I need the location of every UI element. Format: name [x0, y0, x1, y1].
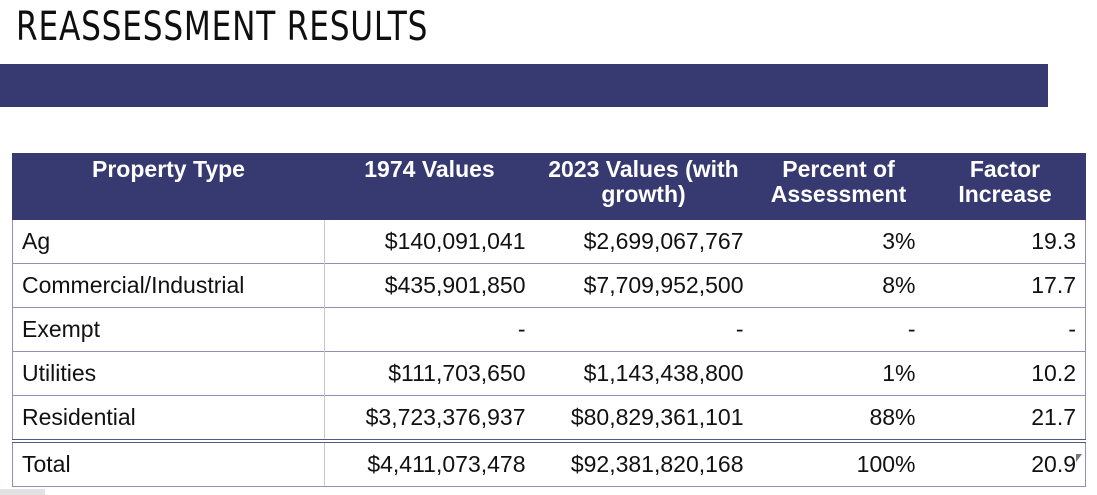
- cell-2023-value: $80,829,361,101: [534, 395, 753, 441]
- cell-property-type: Ag: [12, 219, 325, 264]
- cell-property-type: Exempt: [12, 307, 325, 352]
- cell-1974-value: $140,091,041: [384, 228, 526, 254]
- table-row-total: Total $4,411,073,478 $92,381,820,168 100…: [12, 439, 1086, 487]
- cell-1974-value: $111,703,650: [324, 351, 535, 396]
- table-row-ag: Ag $140,091,041 $2,699,067,767 3% 19.3: [12, 219, 1086, 264]
- cell-2023-value: $7,709,952,500: [534, 263, 753, 308]
- cell-property-type: Residential: [12, 395, 325, 441]
- mouse-cursor-icon: [1076, 454, 1082, 462]
- table-row-exempt: Exempt - - - -: [12, 307, 1086, 352]
- cell-2023-value: $2,699,067,767: [583, 228, 744, 254]
- cell-factor: 20.9: [924, 439, 1086, 487]
- cell-factor: 10.2: [924, 351, 1086, 396]
- table-row-commercial-industrial: Commercial/Industrial $435,901,850 $7,70…: [12, 263, 1086, 308]
- cell-percent: 1%: [752, 351, 925, 396]
- cell-percent: 3%: [882, 228, 916, 254]
- header-1974-values: 1974 Values: [324, 153, 535, 220]
- cell-1974-value: $3,723,376,937: [324, 395, 535, 441]
- title-band: [0, 64, 1048, 107]
- slide-title: REASSESSMENT RESULTS: [16, 4, 429, 50]
- cell-percent: 88%: [752, 395, 925, 441]
- table-row-residential: Residential $3,723,376,937 $80,829,361,1…: [12, 395, 1086, 441]
- table-row-utilities: Utilities $111,703,650 $1,143,438,800 1%…: [12, 351, 1086, 396]
- cell-percent: 8%: [752, 263, 925, 308]
- cell-factor: 19.3: [924, 219, 1086, 264]
- header-row: Property Type 1974 Values 2023 Values (w…: [12, 153, 1086, 220]
- cell-percent: -: [752, 307, 925, 352]
- cell-1974-value: -: [324, 307, 535, 352]
- cell-factor: 21.7: [924, 395, 1086, 441]
- cell-property-type: Commercial/Industrial: [12, 263, 325, 308]
- cell-2023-value: $1,143,438,800: [534, 351, 753, 396]
- header-property-type: Property Type: [12, 153, 325, 220]
- header-2023-values: 2023 Values (with growth): [534, 153, 753, 220]
- cell-property-type: Utilities: [12, 351, 325, 396]
- cell-factor: -: [924, 307, 1086, 352]
- header-factor-increase: Factor Increase: [924, 153, 1086, 220]
- cell-1974-value: $4,411,073,478: [324, 439, 535, 487]
- header-percent-assessment: Percent of Assessment: [752, 153, 925, 220]
- cell-property-type: Total: [12, 439, 325, 487]
- cell-percent: 100%: [752, 439, 925, 487]
- corner-tab: [0, 489, 45, 495]
- cell-2023-value: $92,381,820,168: [534, 439, 753, 487]
- table-header: Property Type 1974 Values 2023 Values (w…: [12, 153, 1086, 220]
- cell-factor: 17.7: [924, 263, 1086, 308]
- cell-1974-value: $435,901,850: [324, 263, 535, 308]
- cell-2023-value: -: [534, 307, 753, 352]
- reassessment-table: Property Type 1974 Values 2023 Values (w…: [12, 153, 1086, 487]
- table-body: Ag $140,091,041 $2,699,067,767 3% 19.3 C…: [12, 219, 1086, 487]
